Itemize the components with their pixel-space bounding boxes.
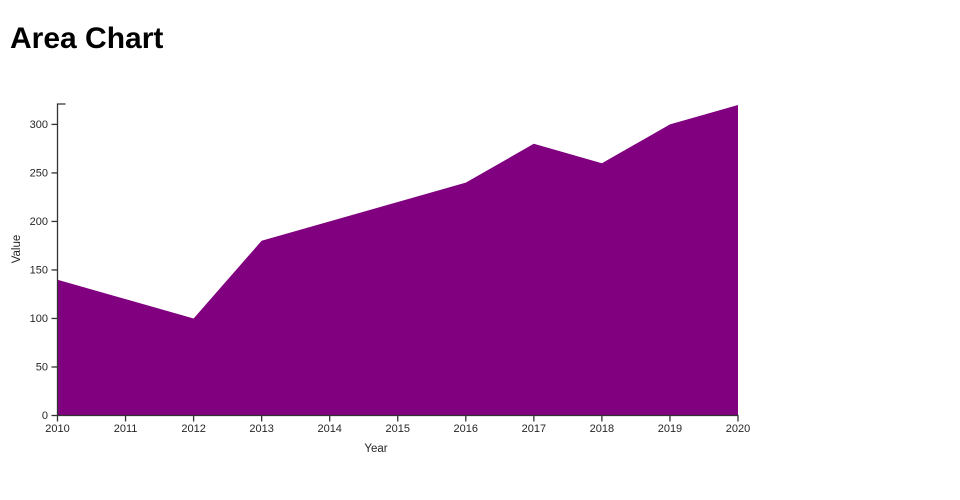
chart-title: Area Chart bbox=[10, 22, 164, 55]
y-tick-label: 100 bbox=[30, 313, 48, 325]
y-tick-label: 150 bbox=[30, 264, 48, 276]
x-tick-label: 2013 bbox=[249, 423, 273, 435]
x-tick-label: 2018 bbox=[590, 423, 614, 435]
x-tick-label: 2016 bbox=[454, 423, 478, 435]
y-axis-line bbox=[56, 103, 66, 416]
x-tick-label: 2020 bbox=[726, 423, 750, 435]
y-axis: 0 50 100 150 200 250 300 Value bbox=[11, 103, 66, 422]
area-series bbox=[57, 105, 738, 416]
x-tick-label: 2019 bbox=[658, 423, 682, 435]
y-tick-label: 300 bbox=[30, 119, 48, 131]
y-tick-label: 200 bbox=[30, 216, 48, 228]
y-tick-label: 250 bbox=[30, 167, 48, 179]
x-tick-label: 2015 bbox=[386, 423, 410, 435]
x-tick-label: 2011 bbox=[114, 423, 138, 435]
y-tick-label: 0 bbox=[42, 410, 48, 422]
x-tick-label: 2010 bbox=[45, 423, 69, 435]
x-tick-label: 2017 bbox=[522, 423, 546, 435]
y-tick-label: 50 bbox=[36, 361, 48, 373]
x-tick-label: 2014 bbox=[317, 423, 341, 435]
y-axis-title: Value bbox=[11, 235, 23, 264]
x-axis-title: Year bbox=[364, 443, 387, 455]
x-tick-label: 2012 bbox=[181, 423, 205, 435]
x-axis: 2010 2011 2012 2013 2014 2015 2016 2017 2018 2019… bbox=[45, 414, 750, 455]
